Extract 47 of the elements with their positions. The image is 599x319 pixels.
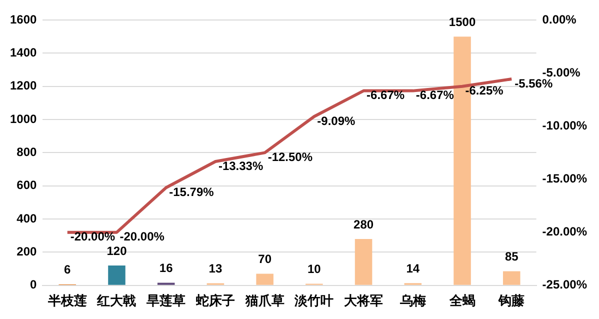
x-tick-label: 乌梅 (398, 292, 426, 308)
y-tick-label: 800 (16, 145, 38, 160)
data-label: -20.00% (70, 230, 116, 244)
data-label: -12.50% (268, 150, 313, 164)
bar (256, 274, 274, 285)
y-tick-label: 1600 (10, 12, 38, 26)
data-label: 14 (406, 261, 420, 276)
y2-tick-label: -10.00% (542, 118, 588, 132)
x-tick-label: 大将军 (344, 292, 384, 308)
data-label: -6.67% (366, 88, 405, 102)
data-label: 13 (208, 262, 222, 276)
y2-tick-label: 0.00% (542, 12, 577, 26)
x-tick-label: 全蝎 (448, 292, 476, 308)
data-label: -6.25% (465, 84, 504, 98)
x-tick-label: 半枝莲 (46, 292, 87, 308)
y2-tick-label: -25.00% (542, 278, 588, 292)
y-tick-label: 400 (16, 211, 38, 226)
bar (108, 265, 126, 285)
data-label: 120 (106, 244, 128, 258)
y-tick-label: 600 (16, 178, 38, 192)
data-label: -9.09% (317, 114, 356, 128)
data-label: 16 (159, 261, 174, 276)
data-label: -20.00% (120, 230, 165, 244)
y-tick-label: 1400 (10, 45, 38, 60)
y2-tick-label: -15.00% (542, 172, 588, 186)
data-label: -15.79% (169, 184, 214, 199)
x-tick-label: 淡竹叶 (294, 292, 334, 308)
x-tick-label: 蛇床子 (194, 292, 235, 308)
x-tick-label: 猫爪草 (244, 292, 284, 308)
y-tick-label: 1000 (10, 112, 38, 126)
data-label: 85 (504, 250, 519, 264)
y-tick-label: 0 (30, 278, 38, 292)
y-tick-label: 1200 (10, 78, 38, 93)
y2-tick-label: -20.00% (542, 224, 588, 239)
bar (502, 271, 520, 285)
data-label: -6.67% (416, 88, 454, 102)
data-label: 70 (258, 252, 272, 266)
data-label: 1500 (448, 14, 476, 29)
data-label: 6 (64, 262, 72, 277)
x-tick-label: 钩藤 (498, 292, 526, 308)
data-label: 280 (354, 217, 374, 232)
data-label: 10 (308, 262, 322, 276)
bar (354, 238, 372, 285)
y-tick-label: 200 (16, 244, 38, 259)
data-label: -13.33% (218, 158, 264, 173)
x-tick-label: 红大戟 (96, 292, 136, 308)
x-tick-label: 旱莲草 (146, 292, 186, 308)
